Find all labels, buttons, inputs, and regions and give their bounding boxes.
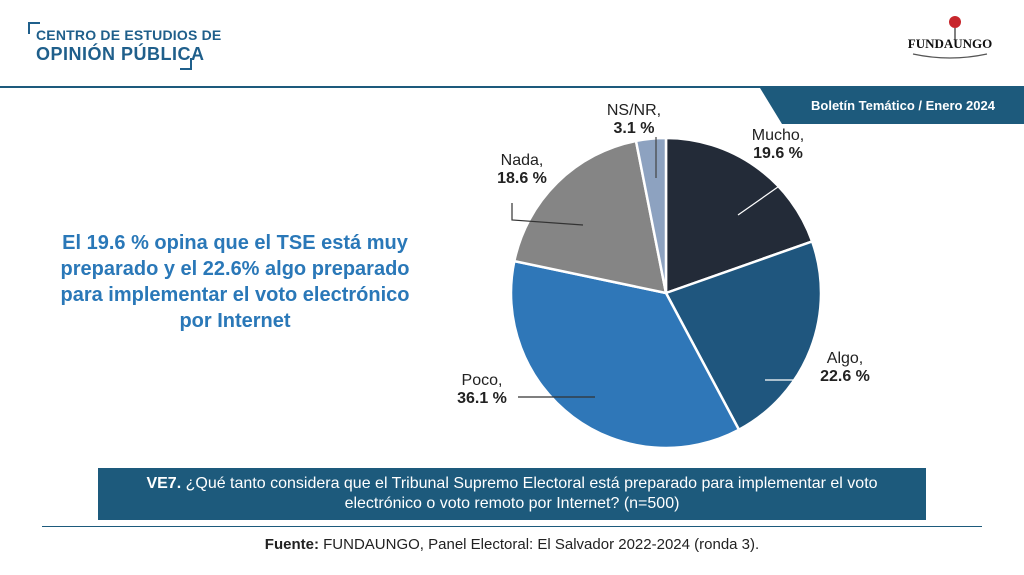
slice-value-3: 18.6 % (497, 170, 547, 187)
cedop-logo: CENTRO DE ESTUDIOS DE OPINIÓN PÚBLICA (28, 20, 221, 70)
pie-slice-4 (634, 136, 668, 294)
question-text: ¿Qué tanto considera que el Tribunal Sup… (185, 475, 878, 512)
fundaungo-wordmark: FUNDAUNGO (908, 36, 993, 51)
logo-bracket-bottom-right (180, 58, 192, 70)
pie-chart: Mucho,19.6 % Algo,22.6 % Poco,36.1 % Nada,1… (457, 102, 870, 450)
source-label: Fuente: (264, 536, 319, 553)
header-divider (0, 86, 1024, 88)
pie-slice-2 (509, 259, 741, 450)
slice-value-1: 22.6 % (820, 368, 870, 385)
bulletin-tab: Boletín Temático / Enero 2024 (760, 88, 1024, 124)
logo-line2: OPINIÓN PÚBLICA (36, 44, 205, 64)
logo-swoosh (912, 53, 988, 59)
footer-divider (42, 526, 982, 527)
fundaungo-logo: FUNDAUNGO (908, 16, 993, 59)
slice-label-4: NS/NR, (607, 102, 661, 119)
logo-bracket-top-left (28, 22, 40, 34)
slice-value-0: 19.6 % (753, 145, 803, 162)
slice-value-2: 36.1 % (457, 390, 507, 407)
question-code: VE7. (146, 475, 182, 492)
pie-slice-3 (512, 139, 668, 295)
pie-slice-1 (664, 239, 823, 432)
source-text: FUNDAUNGO, Panel Electoral: El Salvador … (323, 536, 760, 553)
slice-label-1: Algo, (827, 350, 863, 367)
bulletin-label: Boletín Temático / Enero 2024 (811, 98, 995, 113)
logo-line1: CENTRO DE ESTUDIOS DE (36, 27, 222, 43)
headline: El 19.6 % opina que el TSE está muy prep… (60, 232, 410, 332)
slice-label-2: Poco, (462, 372, 503, 389)
rose-icon (949, 16, 961, 28)
bulletin-tab-shape (760, 88, 1024, 124)
slice-value-4: 3.1 % (614, 120, 655, 137)
leader-line-3 (511, 203, 584, 226)
question-box: VE7. ¿Qué tanto considera que el Tribuna… (98, 468, 926, 520)
source-note: Fuente: FUNDAUNGO, Panel Electoral: El S… (0, 536, 1024, 553)
slice-label-0: Mucho, (752, 127, 804, 144)
slice-label-3: Nada, (501, 152, 544, 169)
leader-line-0 (737, 174, 796, 216)
